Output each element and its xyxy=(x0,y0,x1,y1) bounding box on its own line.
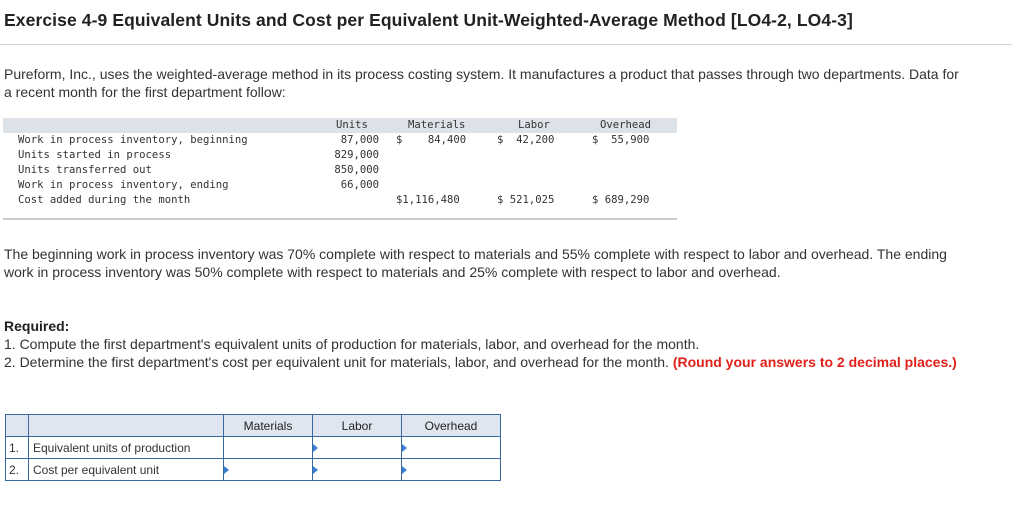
overhead-value: $ 55,900 xyxy=(592,134,650,146)
required-item-2: 2. Determine the first department's cost… xyxy=(4,353,994,371)
col-header-materials: Materials xyxy=(408,119,466,131)
required-heading: Required: xyxy=(4,318,70,334)
row-label: Equivalent units of production xyxy=(28,436,224,459)
units-value: 850,000 xyxy=(334,164,379,176)
col-header-units: Units xyxy=(336,119,368,131)
row-label: Cost added during the month xyxy=(18,194,191,206)
units-value: 87,000 xyxy=(340,134,379,146)
equivalent-units-materials-input[interactable] xyxy=(223,436,313,459)
header-overhead: Overhead xyxy=(401,414,501,437)
required-section: Required: 1. Compute the first departmen… xyxy=(4,317,994,371)
cost-per-unit-overhead-input[interactable] xyxy=(401,458,501,481)
input-arrow-icon xyxy=(224,466,229,474)
answer-table-header: Materials Labor Overhead xyxy=(5,414,501,437)
row-label: Work in process inventory, ending xyxy=(18,179,229,191)
units-value: 829,000 xyxy=(334,149,379,161)
input-arrow-icon xyxy=(402,444,407,452)
header-blank-label xyxy=(28,414,224,437)
page-title: Exercise 4-9 Equivalent Units and Cost p… xyxy=(4,10,853,30)
row-label: Units started in process xyxy=(18,149,172,161)
answer-table: Materials Labor Overhead 1. Equivalent u… xyxy=(5,414,501,481)
materials-value: $1,116,480 xyxy=(396,194,460,206)
col-header-labor: Labor xyxy=(518,119,550,131)
labor-value: $ 521,025 xyxy=(497,194,555,206)
title-divider xyxy=(0,44,1012,45)
row-number: 1. xyxy=(5,436,29,459)
data-table: Units Materials Labor Overhead Work in p… xyxy=(3,118,677,220)
required-item-1: 1. Compute the first department's equiva… xyxy=(4,336,700,352)
row-label: Units transferred out xyxy=(18,164,152,176)
rounding-note: (Round your answers to 2 decimal places.… xyxy=(672,354,957,370)
header-labor: Labor xyxy=(312,414,402,437)
table-row: 2. Cost per equivalent unit xyxy=(5,458,501,481)
data-table-bottom-rule xyxy=(3,218,677,220)
input-arrow-icon xyxy=(313,444,318,452)
materials-value: $ 84,400 xyxy=(396,134,467,146)
equivalent-units-labor-input[interactable] xyxy=(312,436,402,459)
labor-value: $ 42,200 xyxy=(497,134,555,146)
input-arrow-icon xyxy=(402,466,407,474)
header-blank-num xyxy=(5,414,29,437)
equivalent-units-overhead-input[interactable] xyxy=(401,436,501,459)
cost-per-unit-labor-input[interactable] xyxy=(312,458,402,481)
row-label: Cost per equivalent unit xyxy=(28,458,224,481)
intro-text: Pureform, Inc., uses the weighted-averag… xyxy=(4,66,959,100)
table-row: 1. Equivalent units of production xyxy=(5,436,501,459)
data-table-header-band xyxy=(3,118,677,133)
col-header-overhead: Overhead xyxy=(600,119,652,131)
row-number: 2. xyxy=(5,458,29,481)
cost-per-unit-materials-input[interactable] xyxy=(223,458,313,481)
header-materials: Materials xyxy=(223,414,313,437)
overhead-value: $ 689,290 xyxy=(592,194,650,206)
completion-text: The beginning work in process inventory … xyxy=(4,246,947,280)
required-item-2-text: 2. Determine the first department's cost… xyxy=(4,354,669,370)
input-arrow-icon xyxy=(313,466,318,474)
row-label: Work in process inventory, beginning xyxy=(18,134,248,146)
units-value: 66,000 xyxy=(340,179,379,191)
